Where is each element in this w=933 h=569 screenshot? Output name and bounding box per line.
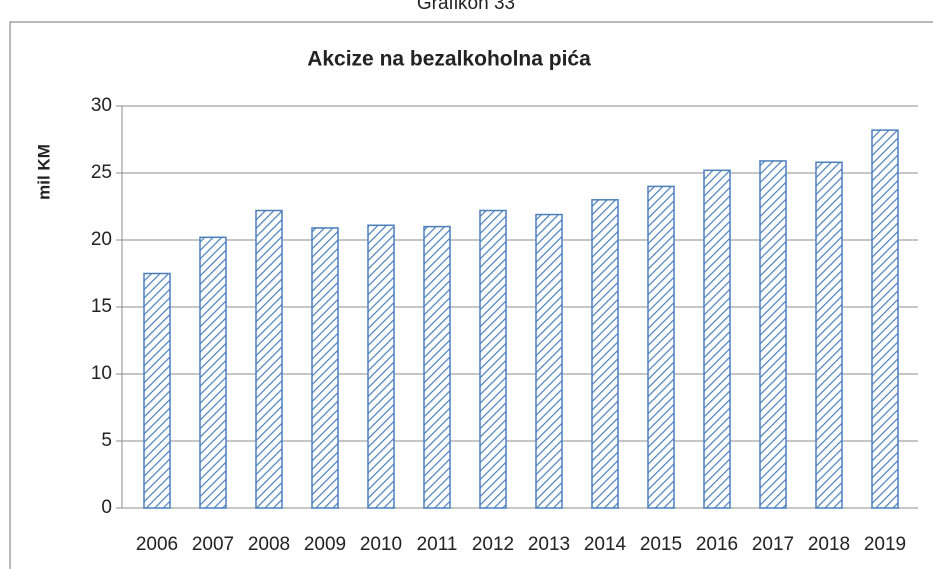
x-tick-label: 2007 (192, 534, 234, 555)
y-tick-label: 30 (91, 95, 112, 116)
x-tick-label: 2013 (528, 534, 570, 555)
bar (703, 169, 731, 509)
bar (647, 185, 675, 509)
x-tick-label: 2017 (752, 534, 794, 555)
x-tick-label: 2009 (304, 534, 346, 555)
x-tick-label: 2019 (864, 534, 906, 555)
y-tick-label: 0 (101, 497, 112, 518)
bar (479, 209, 507, 509)
y-tick-label: 15 (91, 296, 112, 317)
x-tick-label: 2015 (640, 534, 682, 555)
bar (367, 224, 395, 509)
bar (143, 272, 171, 509)
y-tick-label: 10 (91, 363, 112, 384)
x-tick-label: 2011 (417, 534, 458, 555)
y-tick-label: 20 (91, 229, 112, 250)
y-tick-label: 5 (101, 430, 112, 451)
x-tick-label: 2012 (472, 534, 514, 555)
bar (535, 213, 563, 509)
bar (199, 236, 227, 509)
bar (759, 160, 787, 509)
bar (871, 129, 899, 509)
figure-caption: Grafikon 33 (417, 0, 515, 14)
bar (255, 209, 283, 509)
bar (815, 161, 843, 509)
x-tick-label: 2018 (808, 534, 850, 555)
chart-title: Akcize na bezalkoholna pića (307, 48, 591, 71)
bar (591, 199, 619, 509)
x-tick-label: 2016 (696, 534, 738, 555)
x-tick-label: 2014 (584, 534, 627, 555)
chart-border (9, 21, 933, 569)
x-tick-label: 2010 (360, 534, 402, 555)
x-tick-label: 2006 (136, 534, 178, 555)
y-tick-label: 25 (91, 162, 112, 183)
y-axis-label: mil KM (34, 144, 53, 200)
bar (311, 227, 339, 509)
bar (423, 225, 451, 509)
x-tick-label: 2008 (248, 534, 290, 555)
